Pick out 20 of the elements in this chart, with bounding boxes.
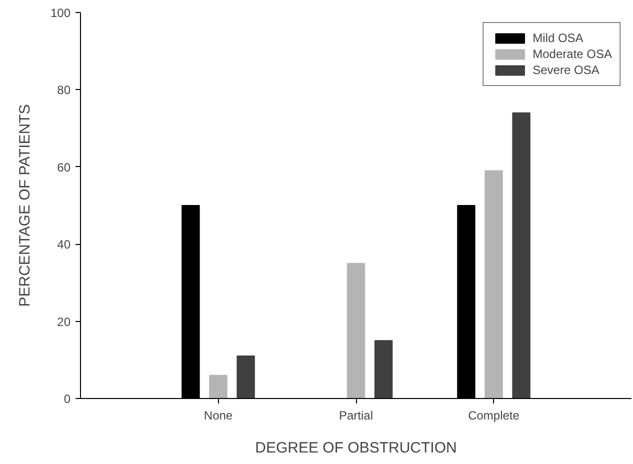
bar (236, 356, 255, 398)
y-tick-label: 100 (50, 6, 71, 20)
legend-label: Moderate OSA (532, 47, 612, 61)
y-tick-label: 80 (57, 83, 71, 98)
x-tick-label: Complete (468, 408, 520, 422)
bar (484, 170, 503, 398)
bar (209, 374, 228, 398)
x-tick-label: Partial (338, 408, 374, 422)
legend-label: Mild OSA (532, 31, 584, 45)
y-tick-label: 40 (57, 238, 71, 252)
bar (374, 340, 393, 398)
y-axis-title: PERCENTAGE OF PATIENTS (16, 104, 34, 307)
legend-label: Severe OSA (532, 63, 600, 77)
bar (512, 112, 530, 398)
x-tick-label: None (204, 408, 233, 422)
y-tick-label: 20 (57, 314, 71, 329)
bar (346, 262, 366, 398)
x-axis-title: DEGREE OF OBSTRUCTION (255, 440, 457, 456)
y-tick-label: 0 (64, 392, 71, 406)
y-tick-label: 60 (57, 160, 71, 174)
